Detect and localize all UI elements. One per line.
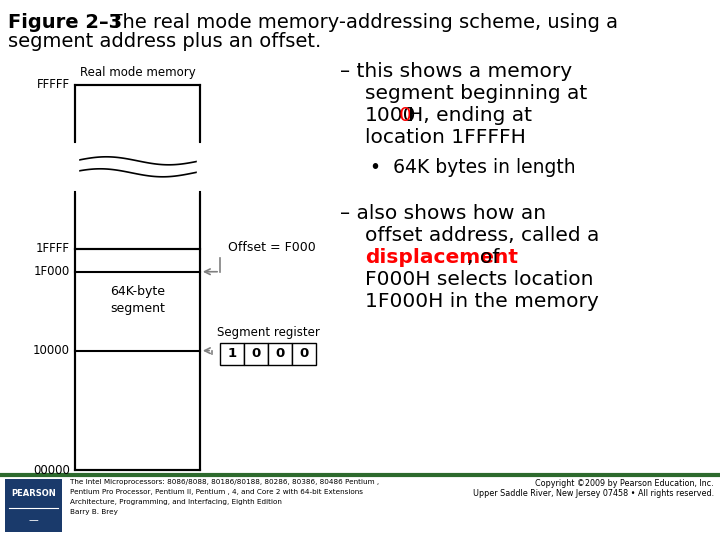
Text: 1F000: 1F000 (34, 265, 70, 278)
Text: PEARSON: PEARSON (11, 489, 56, 498)
Text: segment beginning at: segment beginning at (365, 84, 588, 103)
Text: 1FFFF: 1FFFF (36, 242, 70, 255)
Text: 00000: 00000 (33, 463, 70, 476)
Text: , of: , of (467, 248, 500, 267)
Text: 64K-byte
segment: 64K-byte segment (110, 285, 165, 315)
Text: Upper Saddle River, New Jersey 07458 • All rights reserved.: Upper Saddle River, New Jersey 07458 • A… (473, 489, 714, 498)
Text: Copyright ©2009 by Pearson Education, Inc.: Copyright ©2009 by Pearson Education, In… (536, 479, 714, 488)
Text: Real mode memory: Real mode memory (80, 66, 195, 79)
Text: 10000: 10000 (33, 344, 70, 357)
Text: FFFFF: FFFFF (37, 78, 70, 91)
Text: 1000: 1000 (365, 106, 416, 125)
Bar (268, 343, 292, 364)
Bar (5, 479, 62, 532)
Text: Architecture, Programming, and Interfacing, Eighth Edition: Architecture, Programming, and Interfaci… (70, 499, 282, 505)
Text: 0: 0 (251, 347, 261, 360)
Text: F000H selects location: F000H selects location (365, 270, 593, 289)
Text: —: — (29, 515, 38, 525)
Bar (220, 343, 244, 364)
Text: The Intel Microprocessors: 8086/8088, 80186/80188, 80286, 80386, 80486 Pentium ,: The Intel Microprocessors: 8086/8088, 80… (70, 479, 379, 485)
Text: 1F000H in the memory: 1F000H in the memory (365, 292, 599, 311)
Text: 1: 1 (228, 347, 237, 360)
Text: Barry B. Brey: Barry B. Brey (70, 509, 118, 515)
Text: 0: 0 (300, 347, 309, 360)
Text: 0: 0 (399, 106, 412, 125)
Text: – also shows how an: – also shows how an (340, 204, 546, 223)
Text: H, ending at: H, ending at (408, 106, 531, 125)
Text: Figure 2–3: Figure 2–3 (8, 13, 122, 32)
Text: displacement: displacement (365, 248, 518, 267)
Bar (292, 343, 316, 364)
Text: The real mode memory-addressing scheme, using a: The real mode memory-addressing scheme, … (98, 13, 618, 32)
Text: Offset = F000: Offset = F000 (228, 241, 316, 254)
Text: offset address, called a: offset address, called a (365, 226, 599, 245)
Text: location 1FFFFH: location 1FFFFH (365, 128, 526, 147)
Bar (75, 85, 200, 470)
Text: Pentium Pro Processor, Pentium II, Pentium , 4, and Core 2 with 64-bit Extension: Pentium Pro Processor, Pentium II, Penti… (70, 489, 363, 495)
Text: Segment register: Segment register (217, 326, 320, 339)
Text: •  64K bytes in length: • 64K bytes in length (370, 158, 575, 177)
Text: – this shows a memory: – this shows a memory (340, 62, 572, 81)
Text: 0: 0 (275, 347, 284, 360)
Bar (244, 343, 268, 364)
Text: segment address plus an offset.: segment address plus an offset. (8, 32, 321, 51)
